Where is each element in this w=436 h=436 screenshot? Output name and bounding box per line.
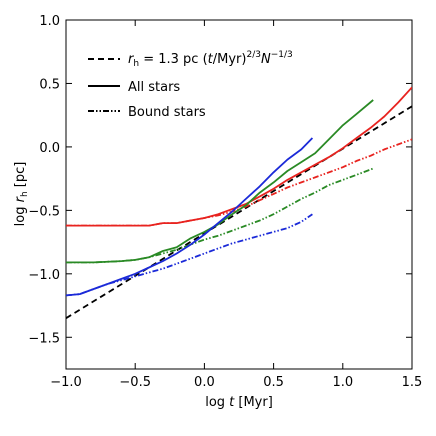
series-line-dashed-0 xyxy=(66,105,412,319)
legend-label-power-law: rh = 1.3 pc (t/Myr)2/3N−1/3 xyxy=(128,50,293,69)
y-tick-label: −0.5 xyxy=(28,204,60,219)
y-tick-label: 1.0 xyxy=(39,14,60,29)
legend-label-bound-stars: Bound stars xyxy=(128,105,206,120)
x-axis-label: log t [Myr] xyxy=(205,395,273,410)
series-line-solid-1 xyxy=(66,86,412,227)
legend-label-all-stars: All stars xyxy=(128,80,180,95)
x-tick-label: 0.5 xyxy=(263,375,284,390)
series-line-solid-3 xyxy=(66,99,374,264)
series-group xyxy=(66,86,412,319)
y-tick-label: −1.0 xyxy=(28,268,60,283)
plot-area xyxy=(65,19,413,370)
series-line-dashdot-4 xyxy=(66,167,374,264)
y-tick-label: 0.0 xyxy=(39,141,60,156)
x-tick-label: 1.5 xyxy=(402,375,423,390)
x-tick-label: 0.0 xyxy=(194,375,215,390)
y-tick-label: −1.5 xyxy=(28,331,60,346)
legend: rh = 1.3 pc (t/Myr)2/3N−1/3 All stars Bo… xyxy=(88,50,293,120)
y-tick-label: 0.5 xyxy=(39,77,60,92)
x-tick-label: −0.5 xyxy=(119,375,151,390)
y-axis-label: log rh [pc] xyxy=(13,162,30,227)
series-line-dashdot-2 xyxy=(66,138,412,227)
x-tick-label: 1.0 xyxy=(332,375,353,390)
series-line-solid-5 xyxy=(66,137,314,297)
axis-ticks: −1.0 −0.5 0.0 0.5 1.0 1.5 −1.5 −1.0 −0.5 0.0 0.5 1.… xyxy=(28,14,422,390)
x-tick-label: −1.0 xyxy=(50,375,82,390)
